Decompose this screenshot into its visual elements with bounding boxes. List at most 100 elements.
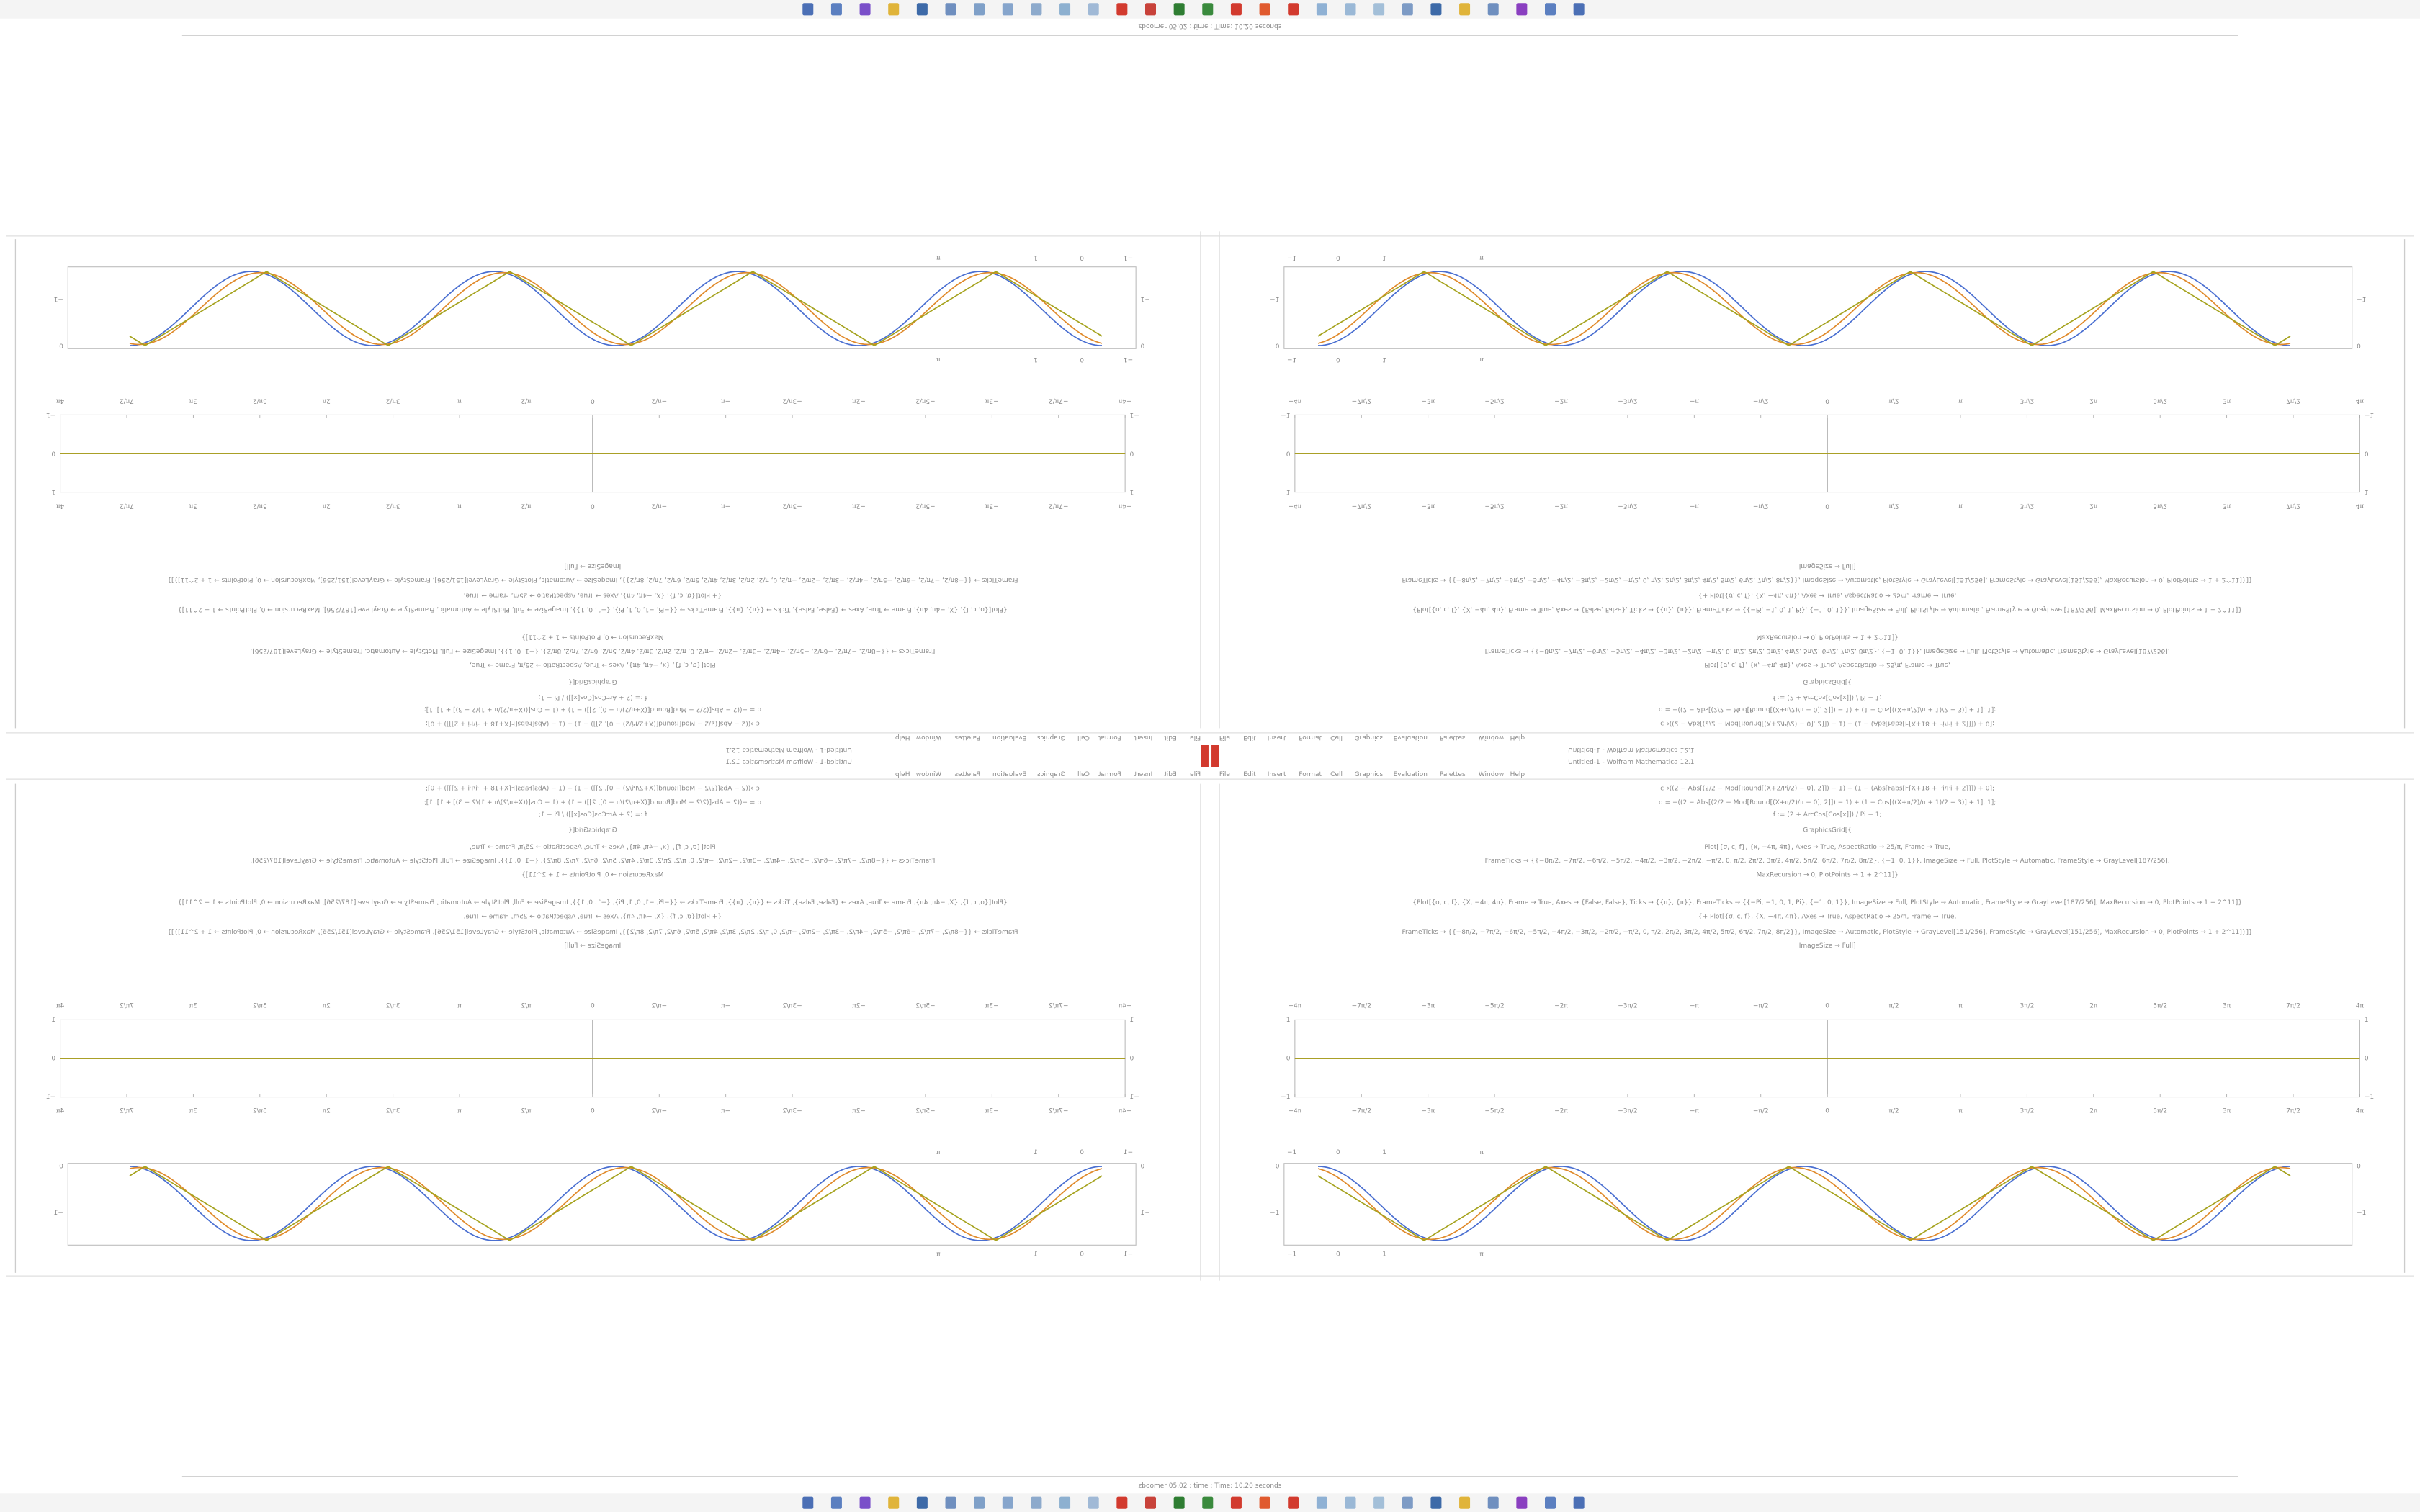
taskbar-icon[interactable] (1545, 1496, 1556, 1509)
taskbar-icon[interactable] (1002, 3, 1013, 16)
taskbar-icon[interactable] (1516, 1496, 1528, 1509)
menu-item[interactable]: Insert (1268, 771, 1286, 778)
menu-item[interactable]: Palettes (954, 771, 980, 778)
taskbar-icon[interactable] (1516, 3, 1528, 16)
menu-item[interactable]: Window (1479, 734, 1504, 741)
menu-item[interactable]: Format (1098, 734, 1121, 741)
taskbar-icon[interactable] (859, 3, 871, 16)
taskbar-icon[interactable] (1288, 1496, 1299, 1509)
taskbar-icon[interactable] (974, 3, 985, 16)
menu-item[interactable]: Format (1098, 771, 1121, 778)
menu-item[interactable]: Cell (1077, 734, 1090, 741)
menu-item[interactable]: Help (895, 771, 910, 778)
taskbar-icon[interactable] (1345, 3, 1356, 16)
menu-item[interactable]: Window (1479, 771, 1504, 778)
taskbar-icon[interactable] (1031, 1496, 1042, 1509)
taskbar-icon[interactable] (1145, 3, 1156, 16)
menu-item[interactable]: Help (1510, 771, 1525, 778)
menu-item[interactable]: Graphics (1355, 734, 1384, 741)
taskbar-icon[interactable] (859, 1496, 871, 1509)
taskbar-icon[interactable] (1088, 3, 1099, 16)
menu-item[interactable]: Format (1299, 734, 1322, 741)
taskbar-icon[interactable] (1402, 1496, 1413, 1509)
taskbar-icon[interactable] (1573, 1496, 1585, 1509)
taskbar-icon[interactable] (1459, 3, 1471, 16)
menu-item[interactable]: Edit (1243, 771, 1256, 778)
taskbar-icon[interactable] (830, 3, 842, 16)
taskbar-icon[interactable] (916, 3, 928, 16)
taskbar-icon[interactable] (888, 3, 900, 16)
taskbar-icon[interactable] (1402, 3, 1413, 16)
menu-item[interactable]: Evaluation (1394, 771, 1428, 778)
taskbar-icon[interactable] (1316, 1496, 1327, 1509)
taskbar-icon[interactable] (1373, 1496, 1385, 1509)
menu-item[interactable]: File (1190, 734, 1201, 741)
taskbar-icon[interactable] (1487, 1496, 1499, 1509)
taskbar-icon[interactable] (1202, 1496, 1214, 1509)
taskbar-icon[interactable] (1259, 3, 1270, 16)
menu-item[interactable]: Insert (1268, 734, 1286, 741)
taskbar-icon[interactable] (1230, 1496, 1242, 1509)
taskbar-icon[interactable] (802, 3, 814, 16)
menu-item[interactable]: Palettes (954, 734, 980, 741)
close-button[interactable] (1211, 745, 1219, 756)
taskbar-icon[interactable] (1573, 3, 1585, 16)
taskbar-icon[interactable] (1259, 1496, 1270, 1509)
menu-item[interactable]: Help (895, 734, 910, 741)
taskbar-icon[interactable] (1230, 3, 1242, 16)
menu-item[interactable]: Window (916, 771, 941, 778)
taskbar-icon[interactable] (974, 1496, 985, 1509)
menu-item[interactable]: File (1219, 734, 1231, 741)
taskbar-icon[interactable] (1002, 1496, 1013, 1509)
taskbar-icon[interactable] (1202, 3, 1214, 16)
close-button[interactable] (1201, 745, 1209, 756)
taskbar-icon[interactable] (1316, 3, 1327, 16)
menu-item[interactable]: Palettes (1440, 771, 1466, 778)
taskbar-icon[interactable] (1059, 1496, 1071, 1509)
menu-item[interactable]: File (1219, 771, 1231, 778)
taskbar-icon[interactable] (1031, 3, 1042, 16)
taskbar-icon[interactable] (1059, 3, 1071, 16)
menu-item[interactable]: Graphics (1036, 771, 1065, 778)
menu-item[interactable]: Graphics (1036, 734, 1065, 741)
menu-item[interactable]: Evaluation (1394, 734, 1428, 741)
taskbar-icon[interactable] (1116, 1496, 1128, 1509)
taskbar-icon[interactable] (830, 1496, 842, 1509)
menu-item[interactable]: Insert (1134, 771, 1152, 778)
taskbar-icon[interactable] (1173, 3, 1185, 16)
taskbar-icon[interactable] (945, 1496, 956, 1509)
menu-item[interactable]: Help (1510, 734, 1525, 741)
taskbar-icon[interactable] (1116, 3, 1128, 16)
menu-item[interactable]: Evaluation (992, 734, 1026, 741)
menu-item[interactable]: Edit (1243, 734, 1256, 741)
menu-item[interactable]: Format (1299, 771, 1322, 778)
taskbar-icon[interactable] (1373, 3, 1385, 16)
taskbar-icon[interactable] (1173, 1496, 1185, 1509)
taskbar-icon[interactable] (1487, 3, 1499, 16)
taskbar-icon[interactable] (916, 1496, 928, 1509)
menu-item[interactable]: Edit (1164, 771, 1177, 778)
taskbar-icon[interactable] (1345, 1496, 1356, 1509)
close-button[interactable] (1211, 756, 1219, 767)
menu-item[interactable]: Graphics (1355, 771, 1384, 778)
menu-item[interactable]: File (1190, 771, 1201, 778)
close-button[interactable] (1201, 756, 1209, 767)
taskbar-icon[interactable] (1430, 3, 1442, 16)
taskbar-icon[interactable] (1545, 3, 1556, 16)
taskbar-icon[interactable] (1430, 1496, 1442, 1509)
menu-item[interactable]: Cell (1330, 771, 1343, 778)
menu-item[interactable]: Insert (1134, 734, 1152, 741)
taskbar-icon[interactable] (802, 1496, 814, 1509)
menu-item[interactable]: Cell (1330, 734, 1343, 741)
taskbar-icon[interactable] (1459, 1496, 1471, 1509)
taskbar-icon[interactable] (945, 3, 956, 16)
taskbar-icon[interactable] (1145, 1496, 1156, 1509)
taskbar-icon[interactable] (1088, 1496, 1099, 1509)
menu-item[interactable]: Palettes (1440, 734, 1466, 741)
taskbar-icon[interactable] (1288, 3, 1299, 16)
taskbar-icon[interactable] (888, 1496, 900, 1509)
menu-item[interactable]: Window (916, 734, 941, 741)
menu-item[interactable]: Edit (1164, 734, 1177, 741)
menu-item[interactable]: Cell (1077, 771, 1090, 778)
menu-item[interactable]: Evaluation (992, 771, 1026, 778)
